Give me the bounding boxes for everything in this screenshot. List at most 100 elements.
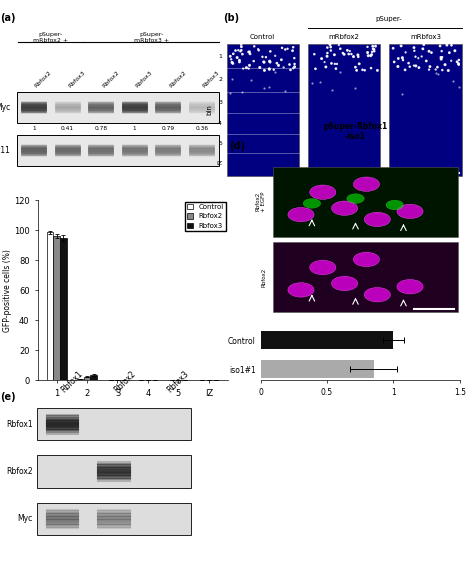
Bar [84,376,91,380]
Point [236,55,243,65]
Point [449,77,456,86]
Point [271,67,279,77]
Point [438,66,446,75]
Point [280,63,287,72]
Point [312,64,319,73]
Point [328,59,335,68]
Point [344,46,351,55]
Ellipse shape [353,252,380,267]
Bar [17,135,219,166]
Text: bin: bin [207,105,213,116]
Text: pSuper-
mRbfox2 +: pSuper- mRbfox2 + [33,32,68,43]
Text: (b): (b) [223,13,239,23]
Point [340,50,348,59]
Point [318,54,326,63]
Ellipse shape [386,200,403,210]
Text: (d): (d) [229,141,245,151]
Point [243,63,250,72]
Bar [53,236,60,380]
Point [321,58,328,67]
Point [291,62,298,72]
Point [265,65,273,74]
Point [337,44,344,53]
Text: Rbfox2: Rbfox2 [261,268,266,287]
Point [365,51,372,60]
Bar [37,408,191,440]
Point [324,43,331,52]
Point [265,64,273,73]
Point [353,66,360,75]
Text: 4: 4 [218,121,222,126]
Point [333,59,341,69]
Point [238,88,246,97]
Text: 1: 1 [133,126,137,132]
Point [394,62,401,71]
Point [261,66,268,75]
Point [436,41,444,50]
Point [425,65,433,74]
Point [260,84,267,93]
Ellipse shape [331,276,358,291]
Point [235,46,242,55]
Ellipse shape [310,185,336,200]
Point [361,66,368,75]
Point [432,65,439,74]
Point [232,46,239,55]
Bar [261,331,393,349]
Point [369,45,377,54]
Point [228,74,236,83]
Point [455,59,462,68]
Point [370,45,378,54]
Point [368,47,376,57]
Text: (a): (a) [0,13,16,23]
Point [259,52,266,61]
Point [327,46,335,55]
Point [398,90,406,99]
Point [328,86,336,95]
Point [434,69,442,78]
Point [394,54,402,63]
Point [233,53,241,62]
Point [255,45,262,54]
Text: Sept11: Sept11 [0,146,10,155]
Point [402,48,410,57]
Point [262,53,270,62]
Ellipse shape [347,194,364,204]
Point [229,59,237,68]
Point [270,65,278,74]
Point [419,44,427,53]
Point [287,65,294,74]
Ellipse shape [364,212,391,227]
Point [237,40,245,49]
Point [397,41,405,50]
Text: pSuper-: pSuper- [375,16,402,22]
Ellipse shape [288,208,314,222]
Point [291,59,298,69]
Bar [261,360,374,378]
Text: Rbfox2: Rbfox2 [34,70,53,89]
Text: 3: 3 [218,100,222,105]
Point [324,49,331,58]
Text: Rbfox3: Rbfox3 [135,70,154,89]
Text: Rbfox3: Rbfox3 [202,70,221,89]
Point [374,66,381,75]
Point [438,53,446,62]
Ellipse shape [331,201,358,216]
Point [451,46,459,55]
Text: Rbfox1: Rbfox1 [60,369,85,394]
Point [326,40,334,49]
Point [422,57,430,66]
Point [236,57,243,66]
Text: pSuper-
mRbfox3 +: pSuper- mRbfox3 + [134,32,169,43]
Point [420,40,428,49]
Point [239,64,247,73]
Text: Rbfox3: Rbfox3 [67,70,86,89]
Point [228,58,236,67]
Point [405,58,412,67]
Point [272,51,279,61]
Point [284,44,292,53]
Point [265,82,273,91]
Point [310,50,318,59]
Point [438,46,446,55]
Point [289,46,296,55]
